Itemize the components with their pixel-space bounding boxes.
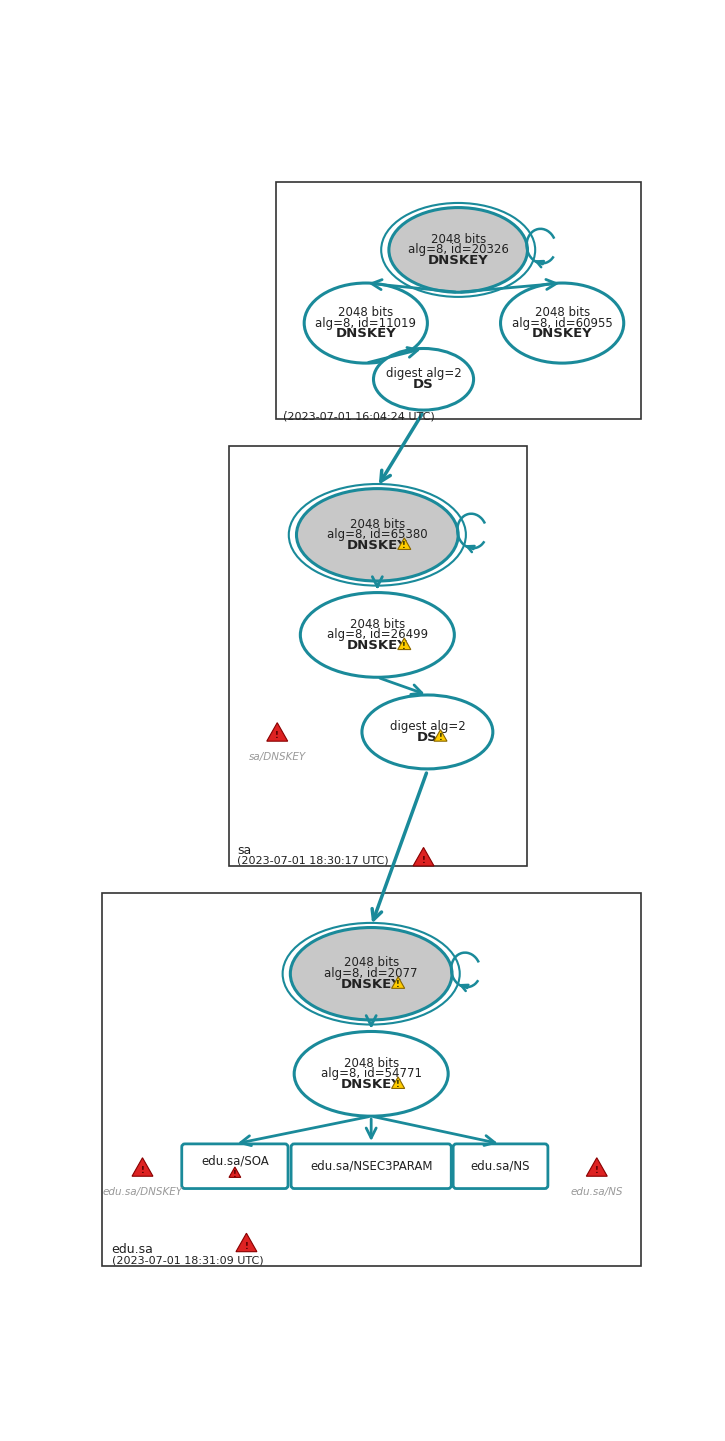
Text: (2023-07-01 16:04:24 UTC): (2023-07-01 16:04:24 UTC) (283, 412, 435, 422)
Polygon shape (392, 1076, 405, 1088)
Ellipse shape (300, 592, 455, 677)
Text: DNSKEY: DNSKEY (347, 640, 407, 653)
Ellipse shape (373, 349, 473, 411)
Polygon shape (413, 847, 434, 866)
Text: !: ! (141, 1166, 144, 1176)
Polygon shape (132, 1157, 153, 1176)
Ellipse shape (297, 488, 458, 581)
Text: 2048 bits: 2048 bits (349, 618, 405, 631)
Text: 2048 bits: 2048 bits (344, 957, 399, 970)
Text: alg=8, id=60955: alg=8, id=60955 (512, 317, 613, 330)
Polygon shape (434, 729, 447, 741)
Text: !: ! (233, 1170, 237, 1179)
Text: 2048 bits: 2048 bits (338, 305, 394, 318)
Text: !: ! (402, 542, 406, 550)
Polygon shape (236, 1233, 257, 1252)
Text: edu.sa/NSEC3PARAM: edu.sa/NSEC3PARAM (310, 1160, 432, 1173)
Text: edu.sa/NS: edu.sa/NS (471, 1160, 530, 1173)
Text: 2048 bits: 2048 bits (344, 1056, 399, 1069)
Text: alg=8, id=26499: alg=8, id=26499 (327, 628, 428, 641)
Polygon shape (398, 638, 411, 650)
Text: 2048 bits: 2048 bits (431, 232, 486, 245)
Text: edu.sa: edu.sa (112, 1244, 154, 1257)
Text: sa/DNSKEY: sa/DNSKEY (249, 752, 306, 762)
Bar (102, 893, 641, 1267)
Text: edu.sa/DNSKEY: edu.sa/DNSKEY (102, 1187, 183, 1197)
FancyBboxPatch shape (453, 1144, 548, 1189)
Text: 2048 bits: 2048 bits (534, 305, 589, 318)
Text: edu.sa/NS: edu.sa/NS (571, 1187, 623, 1197)
Text: DNSKEY: DNSKEY (531, 327, 592, 340)
Text: digest alg=2: digest alg=2 (389, 720, 465, 733)
FancyBboxPatch shape (182, 1144, 288, 1189)
Text: !: ! (594, 1166, 599, 1176)
Bar (276, 182, 641, 419)
Text: (2023-07-01 18:30:17 UTC): (2023-07-01 18:30:17 UTC) (237, 855, 389, 865)
Polygon shape (398, 537, 411, 549)
Polygon shape (392, 977, 405, 989)
Text: 2048 bits: 2048 bits (349, 517, 405, 530)
Polygon shape (587, 1157, 608, 1176)
Text: alg=8, id=20326: alg=8, id=20326 (407, 244, 509, 256)
Text: !: ! (439, 733, 442, 742)
Text: DNSKEY: DNSKEY (341, 978, 402, 991)
Ellipse shape (389, 208, 528, 293)
Text: DNSKEY: DNSKEY (428, 254, 489, 267)
Polygon shape (267, 723, 288, 741)
Ellipse shape (362, 695, 493, 769)
Text: DS: DS (413, 378, 434, 391)
Text: digest alg=2: digest alg=2 (386, 367, 461, 380)
Text: alg=8, id=11019: alg=8, id=11019 (315, 317, 416, 330)
Text: (2023-07-01 18:31:09 UTC): (2023-07-01 18:31:09 UTC) (112, 1255, 263, 1265)
Text: DNSKEY: DNSKEY (341, 1078, 402, 1091)
Polygon shape (229, 1167, 241, 1177)
Text: !: ! (396, 1081, 400, 1089)
Text: DS: DS (417, 731, 438, 744)
Text: !: ! (402, 641, 406, 650)
Text: DNSKEY: DNSKEY (347, 539, 407, 552)
Text: alg=8, id=2077: alg=8, id=2077 (324, 967, 418, 980)
Bar (230, 447, 528, 866)
Text: !: ! (396, 980, 400, 990)
Text: !: ! (422, 856, 426, 865)
Text: !: ! (244, 1242, 249, 1251)
Text: alg=8, id=65380: alg=8, id=65380 (327, 529, 428, 542)
Text: DNSKEY: DNSKEY (336, 327, 396, 340)
Text: edu.sa/SOA: edu.sa/SOA (201, 1154, 269, 1167)
Ellipse shape (294, 1032, 448, 1117)
Ellipse shape (290, 928, 452, 1020)
Text: .: . (283, 402, 287, 415)
Text: sa: sa (237, 844, 252, 857)
Ellipse shape (304, 282, 427, 363)
Text: alg=8, id=54771: alg=8, id=54771 (320, 1068, 422, 1081)
Ellipse shape (500, 282, 624, 363)
Text: !: ! (276, 731, 279, 741)
FancyBboxPatch shape (291, 1144, 451, 1189)
